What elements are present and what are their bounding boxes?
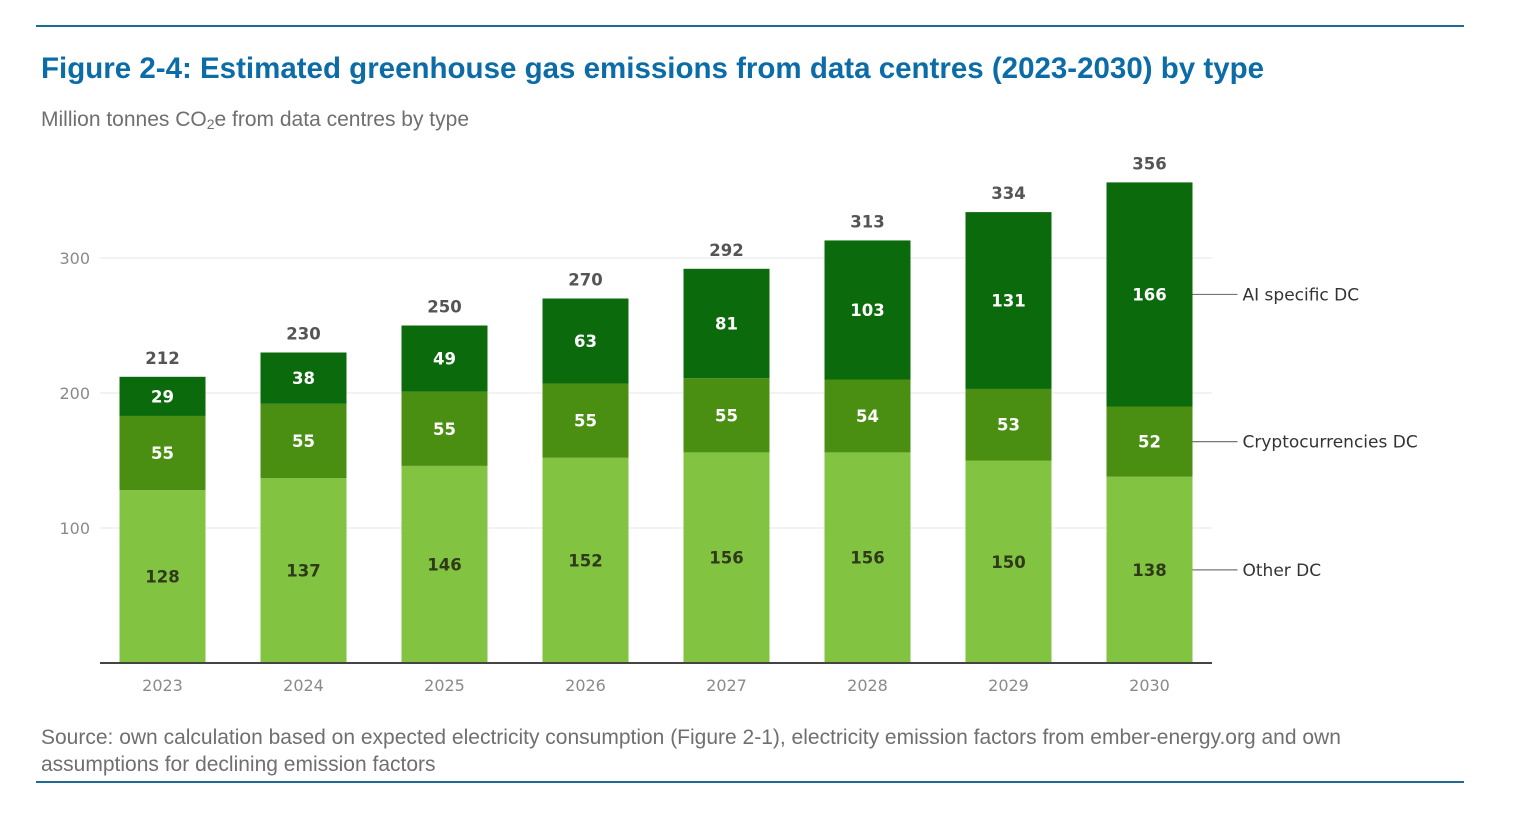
segment-value-label: 55 — [433, 420, 456, 439]
x-tick-label: 2030 — [1129, 676, 1170, 695]
subtitle-text-post: e from data centres by type — [214, 108, 469, 131]
bar-total-label: 250 — [427, 298, 461, 317]
bar-segment-other-dc — [119, 490, 206, 663]
segment-value-label: 156 — [850, 549, 884, 568]
segment-value-label: 55 — [292, 432, 315, 451]
bar-total-label: 313 — [850, 212, 884, 231]
legend-label: Other DC — [1243, 561, 1322, 581]
x-tick-label: 2028 — [847, 676, 888, 695]
segment-value-label: 53 — [997, 416, 1020, 435]
segment-value-label: 103 — [850, 301, 884, 320]
bar-segment-cryptocurrencies-dc — [401, 391, 488, 466]
segment-value-label: 128 — [145, 568, 179, 587]
bar-total-label: 212 — [145, 349, 179, 368]
bar-segment-cryptocurrencies-dc — [542, 383, 629, 458]
bar-total-label: 230 — [286, 325, 320, 344]
segment-value-label: 52 — [1138, 433, 1161, 452]
bar-segment-other-dc — [683, 452, 770, 663]
legend: Other DC Cryptocurrencies DC AI specific D… — [1192, 285, 1418, 581]
bar-segment-other-dc — [401, 465, 488, 663]
segment-value-label: 49 — [433, 350, 456, 369]
y-tick-label: 100 — [59, 519, 90, 538]
bar-segment-other-dc — [1106, 476, 1193, 663]
y-tick-label: 300 — [59, 249, 90, 268]
segment-value-label: 55 — [151, 444, 174, 463]
segment-value-label: 38 — [292, 369, 315, 388]
bar-segment-other-dc — [260, 478, 347, 663]
bar-segment-cryptocurrencies-dc — [683, 378, 770, 453]
bar-segment-other-dc — [824, 452, 911, 663]
axes: 100 200 300 2023 2024 2025 2026 2027 2028 2029 203… — [59, 249, 1212, 695]
bar-segment-cryptocurrencies-dc — [260, 403, 347, 479]
x-tick-label: 2026 — [565, 676, 606, 695]
figure-title: Figure 2-4: Estimated greenhouse gas emi… — [41, 52, 1265, 85]
segment-value-label: 156 — [709, 549, 743, 568]
segment-value-label: 152 — [568, 551, 602, 570]
segment-value-label: 29 — [151, 387, 174, 406]
segment-value-label: 55 — [574, 412, 597, 431]
bar-segment-ai-specific-dc — [683, 268, 770, 379]
data-labels: 128 55 29 212 137 55 38 230 146 55 49 250 152 55 63 270… — [145, 154, 1166, 586]
segment-value-label: 63 — [574, 332, 597, 351]
bar-segment-ai-specific-dc — [824, 240, 911, 380]
stacked-bar-chart: 128 55 29 212 137 55 38 230 146 55 49 250 152 55 63 270… — [59, 154, 1418, 695]
x-tick-label: 2024 — [283, 676, 324, 695]
x-tick-label: 2023 — [142, 676, 183, 695]
legend-label: AI specific DC — [1243, 285, 1360, 305]
source-note: Source: own calculation based on expecte… — [41, 726, 1341, 776]
segment-value-label: 137 — [286, 562, 320, 581]
bar-total-label: 334 — [991, 184, 1025, 203]
bar-total-label: 292 — [709, 241, 743, 260]
segment-value-label: 81 — [715, 314, 738, 333]
subtitle-subscript: 2 — [206, 116, 215, 132]
x-tick-label: 2029 — [988, 676, 1029, 695]
bar-segment-ai-specific-dc — [119, 376, 206, 416]
y-tick-label: 200 — [59, 384, 90, 403]
segment-value-label: 146 — [427, 555, 461, 574]
subtitle-text-pre: Million tonnes CO — [41, 108, 207, 131]
x-tick-label: 2025 — [424, 676, 465, 695]
segment-value-label: 131 — [991, 292, 1025, 311]
figure-subtitle: Million tonnes CO2e from data centres by… — [41, 108, 469, 132]
bars — [119, 182, 1193, 663]
bar-segment-ai-specific-dc — [965, 212, 1052, 389]
bar-segment-cryptocurrencies-dc — [965, 388, 1052, 461]
bar-segment-ai-specific-dc — [542, 298, 629, 384]
bottom-rule — [36, 781, 1464, 783]
top-rule — [36, 25, 1464, 27]
segment-value-label: 138 — [1132, 561, 1166, 580]
segment-value-label: 55 — [715, 406, 738, 425]
segment-value-label: 150 — [991, 553, 1025, 572]
bar-total-label: 270 — [568, 271, 602, 290]
bar-segment-cryptocurrencies-dc — [119, 415, 206, 491]
bar-segment-other-dc — [965, 460, 1052, 663]
segment-value-label: 166 — [1132, 285, 1166, 304]
legend-label: Cryptocurrencies DC — [1243, 433, 1418, 453]
segment-value-label: 54 — [856, 407, 879, 426]
bar-segment-other-dc — [542, 457, 629, 663]
bar-total-label: 356 — [1132, 154, 1166, 173]
bar-segment-ai-specific-dc — [401, 325, 488, 392]
bar-segment-cryptocurrencies-dc — [1106, 406, 1193, 477]
bar-segment-ai-specific-dc — [260, 352, 347, 404]
x-tick-label: 2027 — [706, 676, 747, 695]
bar-segment-cryptocurrencies-dc — [824, 379, 911, 453]
bar-segment-ai-specific-dc — [1106, 182, 1193, 407]
